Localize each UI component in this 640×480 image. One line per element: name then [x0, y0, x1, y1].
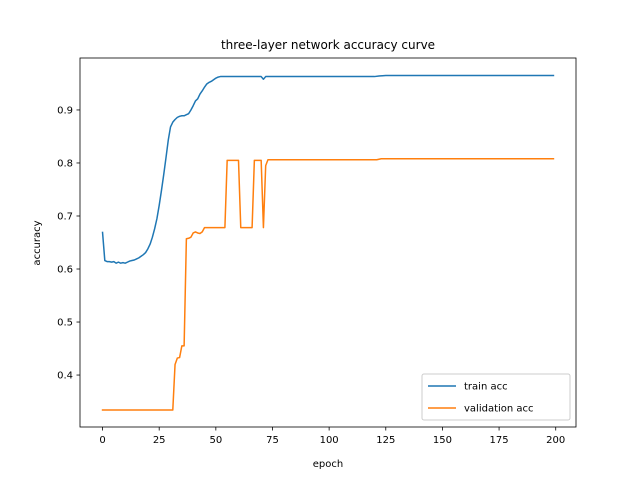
y-tick-label: 0.8	[57, 158, 73, 169]
x-tick-label: 150	[433, 435, 452, 446]
legend-box	[421, 373, 571, 421]
legend: train acc validation acc	[421, 373, 571, 421]
y-tick-label: 0.5	[57, 318, 73, 329]
y-tick-label: 0.4	[57, 371, 73, 382]
series-line-1	[101, 157, 555, 411]
chart-title: three-layer network accuracy curve	[221, 38, 435, 52]
series-line-0	[101, 74, 555, 264]
x-tick-label: 100	[320, 435, 339, 446]
y-tick-label: 0.9	[57, 105, 73, 116]
x-tick-label: 25	[153, 435, 166, 446]
x-tick-label: 75	[266, 435, 279, 446]
x-tick-label: 0	[99, 435, 105, 446]
y-tick-label: 0.7	[57, 211, 73, 222]
x-axis-label: epoch	[313, 459, 343, 470]
plot-area: 0 25 50 75 100 125 150 175 200 0.4 0.5 0.6 0.7 0.8 0.9…	[57, 57, 577, 446]
x-tick-label: 175	[490, 435, 509, 446]
legend-label-0: train acc	[464, 382, 508, 393]
axes-frame	[79, 57, 577, 428]
x-tick-label: 50	[209, 435, 222, 446]
x-tick-label: 125	[376, 435, 395, 446]
y-tick-label: 0.6	[57, 265, 73, 276]
y-axis-label: accuracy	[32, 220, 43, 265]
legend-label-1: validation acc	[464, 404, 534, 415]
x-tick-label: 200	[546, 435, 565, 446]
